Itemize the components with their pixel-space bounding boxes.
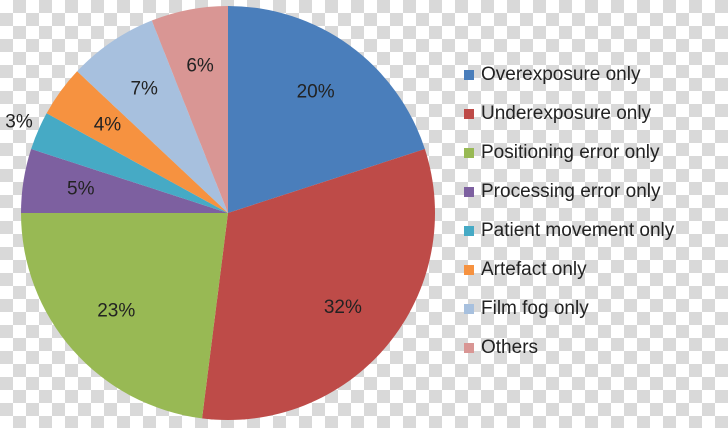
legend-swatch — [464, 343, 474, 353]
pie-slice — [228, 6, 425, 213]
pie-slice — [21, 149, 228, 213]
pie-slice — [202, 149, 435, 420]
data-label: 7% — [130, 79, 158, 100]
legend-label: Processing error only — [481, 181, 661, 202]
legend-label: Artefact only — [481, 259, 587, 280]
legend-swatch — [464, 265, 474, 275]
legend-label: Others — [481, 337, 538, 358]
legend-label: Patient movement only — [481, 220, 675, 241]
data-label: 20% — [297, 81, 335, 102]
data-label: 32% — [324, 297, 362, 318]
legend-label: Overexposure only — [481, 64, 641, 85]
legend-swatch — [464, 304, 474, 314]
data-label: 6% — [186, 56, 214, 77]
data-label: 5% — [67, 179, 95, 200]
pie-slice — [31, 113, 228, 213]
legend-label: Positioning error only — [481, 142, 660, 163]
data-label: 3% — [5, 112, 33, 133]
legend-swatch — [464, 187, 474, 197]
legend-label: Underexposure only — [481, 103, 652, 124]
legend-swatch — [464, 109, 474, 119]
legend-swatch — [464, 226, 474, 236]
pie-slice — [21, 213, 228, 419]
legend-label: Film fog only — [481, 298, 589, 319]
data-label: 4% — [94, 114, 122, 135]
data-label: 23% — [97, 301, 135, 322]
pie-slice — [46, 71, 228, 213]
legend-swatch — [464, 148, 474, 158]
legend-swatch — [464, 70, 474, 80]
pie-slice — [77, 20, 229, 213]
pie-slice — [151, 6, 228, 213]
